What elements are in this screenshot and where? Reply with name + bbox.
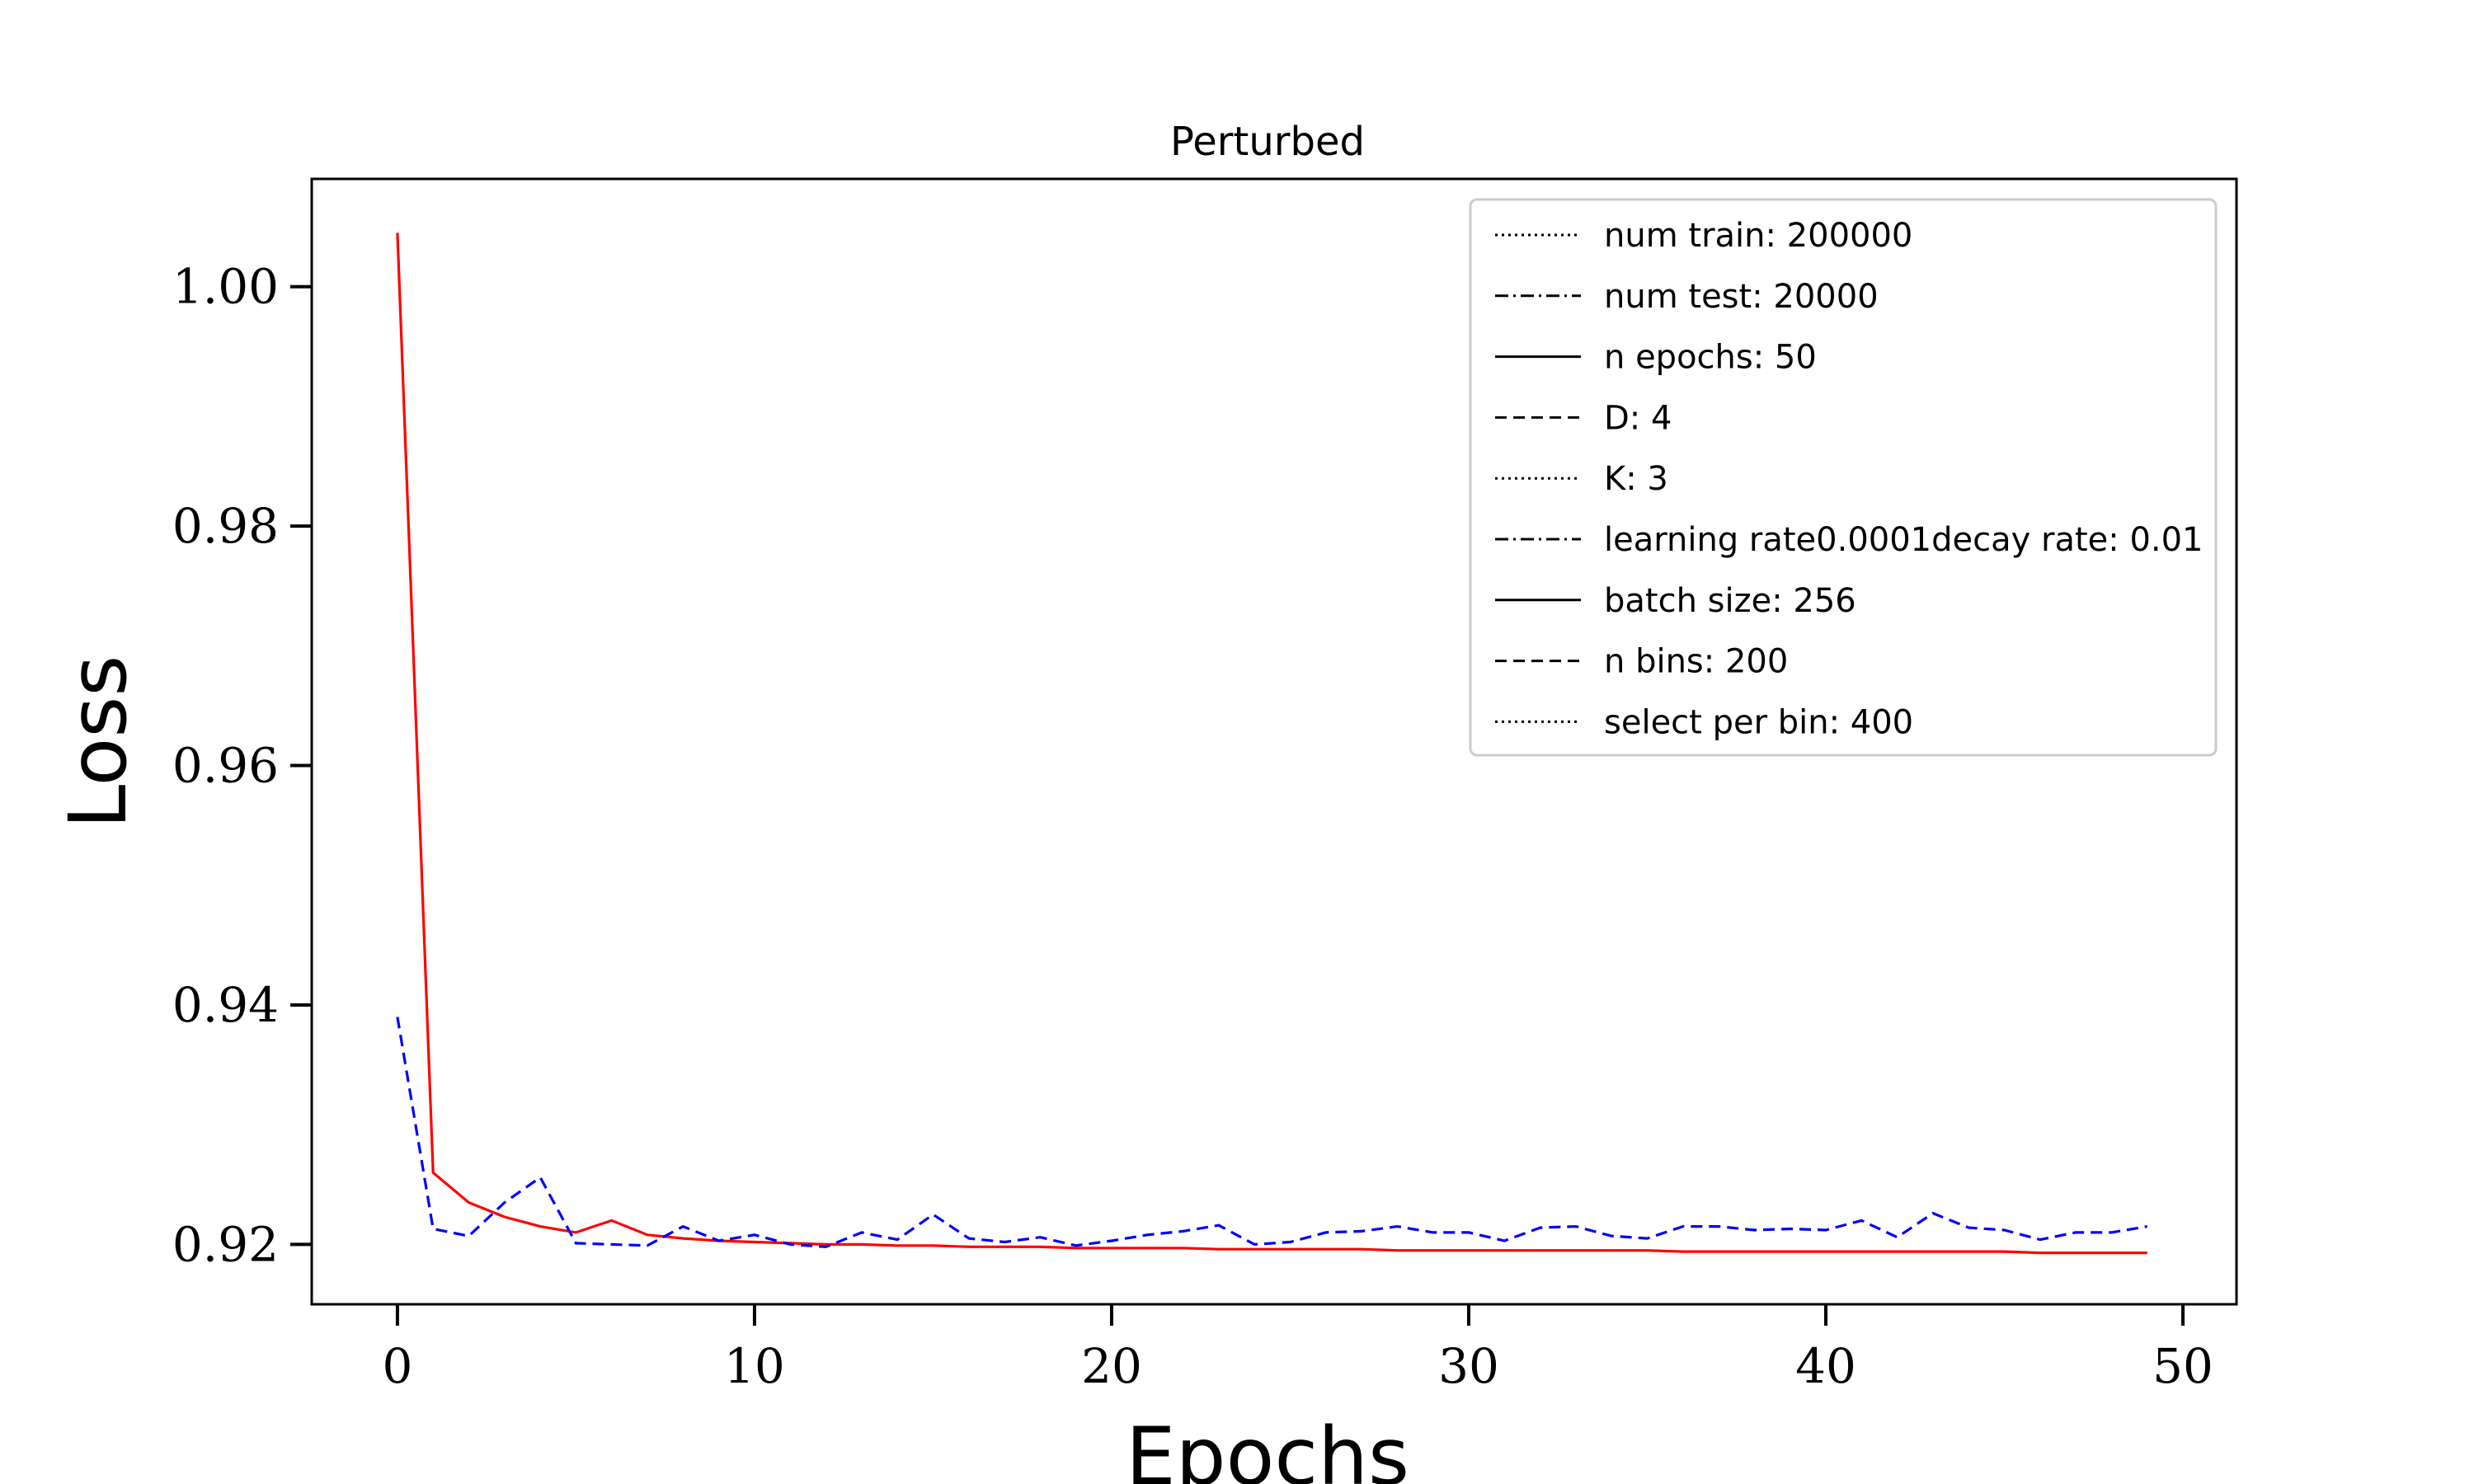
y-axis-ticks: 0.92 0.94 0.96 0.98 1.00: [172, 259, 312, 1272]
y-tick-label: 0.98: [172, 498, 279, 554]
legend-label: learning rate0.0001decay rate: 0.01: [1604, 521, 2204, 559]
x-tick-label: 20: [1081, 1338, 1142, 1394]
x-tick-label: 30: [1438, 1338, 1499, 1394]
x-tick-label: 50: [2152, 1338, 2213, 1394]
series-line-1: [396, 232, 2147, 1255]
legend-label: batch size: 256: [1604, 582, 1856, 620]
x-tick-label: 10: [724, 1338, 785, 1394]
legend: num train: 200000 num test: 20000 n epochs…: [1469, 198, 2218, 757]
y-tick-label: 0.92: [172, 1216, 279, 1272]
x-axis-label: Epochs: [1126, 1411, 1409, 1484]
y-tick-label: 0.96: [172, 738, 279, 794]
legend-box: [1469, 198, 2218, 757]
legend-label: n bins: 200: [1604, 643, 1788, 681]
series-layer: [396, 232, 2147, 1255]
legend-label: num test: 20000: [1604, 278, 1879, 316]
y-axis-label: Loss: [52, 655, 144, 829]
legend-label: num train: 200000: [1604, 217, 1912, 255]
legend-label: K: 3: [1604, 460, 1668, 498]
y-tick-label: 0.94: [172, 977, 279, 1033]
legend-label: select per bin: 400: [1604, 703, 1913, 741]
chart-title: Perturbed: [1170, 119, 1365, 165]
series-line-2: [396, 1017, 2147, 1248]
y-tick-label: 1.00: [172, 259, 279, 315]
x-axis-ticks: 0 10 20 30 40 50: [382, 1304, 2213, 1394]
legend-label: D: 4: [1604, 399, 1672, 437]
plot-area: [310, 177, 2238, 1306]
x-tick-label: 0: [382, 1338, 412, 1394]
legend-label: n epochs: 50: [1604, 339, 1817, 377]
x-tick-label: 40: [1795, 1338, 1856, 1394]
